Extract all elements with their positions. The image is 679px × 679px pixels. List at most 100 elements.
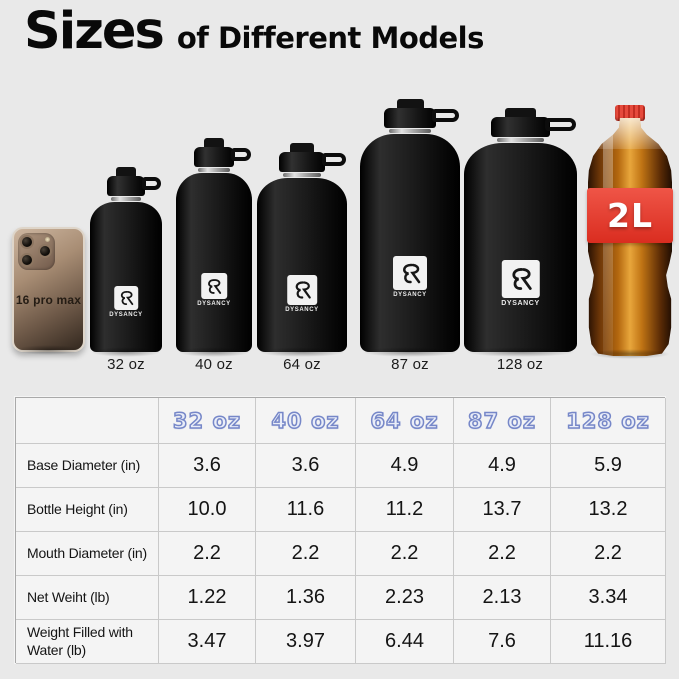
- bottle-handle: [545, 118, 576, 131]
- brand-name: DYSANCY: [393, 292, 427, 299]
- bottle-shadow: [177, 347, 251, 357]
- brand-logo-icon: [393, 256, 427, 291]
- title-main: Sizes: [24, 2, 165, 61]
- row-label: Net Weiht (lb): [16, 576, 159, 620]
- bottle-cap: [194, 147, 252, 167]
- table-cell: 4.9: [356, 444, 454, 488]
- bottle-body: DYSANCY: [360, 134, 460, 352]
- camera-lens-icon: [38, 244, 52, 258]
- table-cell: 11.16: [551, 620, 666, 664]
- bottle-32oz: DYSANCY: [90, 167, 162, 357]
- column-header: 32 oz: [159, 398, 256, 444]
- row-label: Mouth Diameter (in): [16, 532, 159, 576]
- bottle-87oz: DYSANCY: [360, 99, 460, 357]
- bottle-handle: [230, 148, 252, 161]
- bottle-spout: [505, 108, 536, 118]
- table-cell: 5.9: [551, 444, 666, 488]
- table-cell: 2.2: [356, 532, 454, 576]
- camera-lens-icon: [20, 235, 34, 249]
- brand-name: DYSANCY: [197, 301, 231, 308]
- table-cell: 2.2: [454, 532, 551, 576]
- brand-name: DYSANCY: [501, 300, 540, 308]
- table-cell: 10.0: [159, 488, 256, 532]
- table-cell: 2.23: [356, 576, 454, 620]
- bottle-cap: [278, 152, 346, 172]
- bottle-body: DYSANCY: [257, 178, 347, 352]
- brand-logo: DYSANCY: [285, 275, 319, 313]
- brand-logo-icon: [200, 273, 227, 300]
- brand-name: DYSANCY: [285, 307, 319, 314]
- column-header: 128 oz: [551, 398, 666, 444]
- bottle-cap: [384, 108, 459, 128]
- brand-logo: DYSANCY: [501, 260, 540, 308]
- bottle-body: DYSANCY: [176, 173, 252, 352]
- brand-logo: DYSANCY: [109, 286, 143, 318]
- page-title: Sizes of Different Models: [24, 2, 484, 61]
- brand-logo-icon: [286, 275, 317, 306]
- bottle-handle: [431, 109, 459, 122]
- brand-logo-icon: [501, 260, 540, 299]
- table-cell: 1.22: [159, 576, 256, 620]
- brand-logo: DYSANCY: [393, 256, 427, 298]
- bottle-cap: [107, 176, 162, 196]
- bottle-body: DYSANCY: [90, 202, 162, 352]
- table-cell: 3.47: [159, 620, 256, 664]
- table-cell: 3.97: [256, 620, 356, 664]
- table-corner-cell: [16, 398, 159, 444]
- bottle-shadow: [466, 347, 575, 357]
- cola-shadow: [589, 349, 671, 359]
- brand-logo: DYSANCY: [197, 273, 231, 307]
- bottle-steel-ring: [283, 173, 321, 177]
- bottle-body: DYSANCY: [464, 143, 577, 352]
- bottle-steel-ring: [389, 129, 431, 133]
- table-cell: 11.6: [256, 488, 356, 532]
- table-cell: 3.34: [551, 576, 666, 620]
- column-header: 87 oz: [454, 398, 551, 444]
- bottle-64oz: DYSANCY: [257, 143, 347, 357]
- table-cell: 2.2: [256, 532, 356, 576]
- row-label: Bottle Height (in): [16, 488, 159, 532]
- phone-camera-module: [18, 233, 55, 270]
- row-label: Base Diameter (in): [16, 444, 159, 488]
- cola-volume-text: 2L: [607, 195, 653, 235]
- bottle-handle: [321, 153, 346, 166]
- table-cell: 13.2: [551, 488, 666, 532]
- bottle-shadow: [258, 347, 346, 357]
- table-cell: 2.2: [551, 532, 666, 576]
- bottle-128oz: DYSANCY: [464, 108, 577, 357]
- size-caption-87oz: 87 oz: [391, 356, 429, 373]
- bottle-spout: [116, 167, 136, 177]
- cola-2l-bottle: 2L: [587, 105, 673, 359]
- bottle-steel-ring: [198, 168, 230, 172]
- bottle-handle: [141, 177, 162, 190]
- table-cell: 2.2: [159, 532, 256, 576]
- title-subtitle: of Different Models: [176, 21, 485, 55]
- bottle-40oz: DYSANCY: [176, 138, 252, 357]
- bottle-shadow: [91, 347, 161, 357]
- brand-logo-icon: [113, 286, 138, 310]
- bottle-shadow: [362, 347, 458, 357]
- bottle-steel-ring: [110, 197, 142, 201]
- table-cell: 6.44: [356, 620, 454, 664]
- column-header: 64 oz: [356, 398, 454, 444]
- size-caption-40oz: 40 oz: [195, 356, 233, 373]
- table-cell: 2.13: [454, 576, 551, 620]
- size-caption-32oz: 32 oz: [107, 356, 145, 373]
- column-header: 40 oz: [256, 398, 356, 444]
- camera-flash-icon: [45, 237, 50, 242]
- table-cell: 3.6: [256, 444, 356, 488]
- table-cell: 1.36: [256, 576, 356, 620]
- cola-label: 2L: [587, 187, 673, 244]
- brand-name: DYSANCY: [109, 312, 143, 318]
- bottle-spout: [203, 138, 225, 148]
- bottle-spout: [289, 143, 315, 153]
- bottle-cap: [491, 117, 576, 137]
- table-cell: 3.6: [159, 444, 256, 488]
- table-cell: 7.6: [454, 620, 551, 664]
- table-cell: 13.7: [454, 488, 551, 532]
- size-caption-128oz: 128 oz: [496, 356, 544, 373]
- row-label: Weight Filled with Water (lb): [16, 620, 159, 664]
- phone-label: 16 pro max: [15, 293, 82, 307]
